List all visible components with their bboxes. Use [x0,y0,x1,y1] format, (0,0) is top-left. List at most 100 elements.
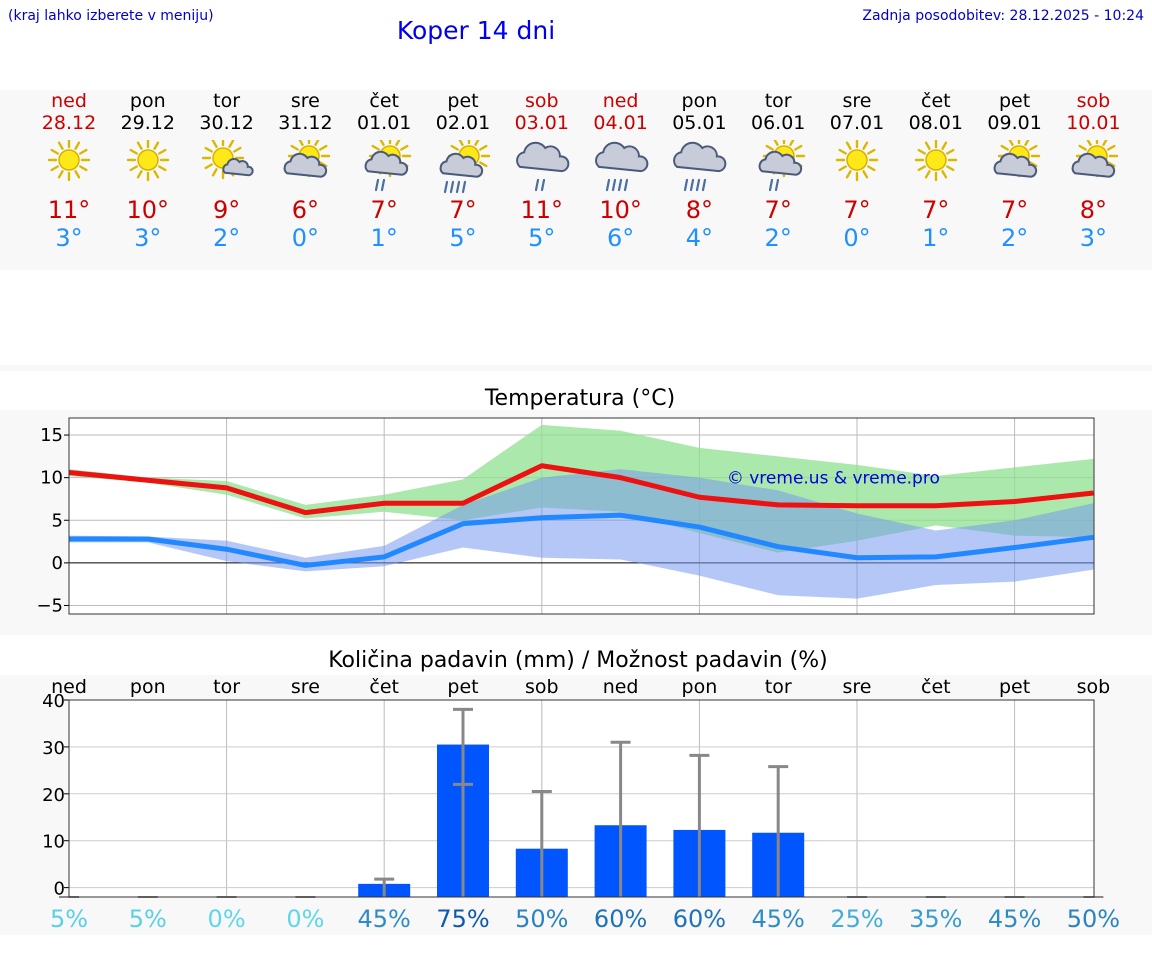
forecast-day: čet 01.01 7° 1° [344,90,424,252]
day-label: ned [603,676,639,698]
day-date: 29.12 [120,112,175,134]
spacer-panel [0,365,1152,371]
day-name: pon [681,90,718,112]
day-label: pet [447,676,478,698]
max-temperature: 7° [449,196,477,224]
min-temperature: 0° [291,224,320,252]
sun-cloud-light-rain-icon [758,140,806,192]
min-temperature-line [69,512,1094,568]
sun-cloud-icon [1072,140,1119,178]
min-temperature: 4° [685,224,714,252]
min-temperature: 5° [449,224,477,252]
min-temperature: 5° [528,224,556,252]
day-name: tor [764,90,792,112]
plot-frame [68,417,1095,615]
day-name: čet [921,90,951,112]
forecast-day: pon 29.12 10° 3° [108,90,188,252]
sun-cloud-icon [993,140,1040,178]
day-label: tor [213,676,240,698]
precip-probability: 50% [515,905,568,933]
day-name: ned [51,90,87,112]
y-tick-label: 40 [42,691,65,712]
temperature-chart: −5 0 5 10 15 © vreme.us & vreme.pro [36,417,1095,616]
max-temperature: 7° [764,196,792,224]
day-date: 28.12 [41,112,97,134]
max-temperature: 10° [126,196,170,224]
forecast-day: sob 10.01 8° 3° [1053,90,1133,252]
min-temperature: 2° [1000,224,1029,252]
min-temperature: 3° [134,224,162,252]
precip-probability: 45% [358,905,411,933]
watermark: © vreme.us & vreme.pro [727,469,940,489]
day-label: sob [1077,676,1111,698]
min-temperature: 6° [606,224,635,252]
precip-probability: 45% [752,905,805,933]
plot-area [69,700,1094,897]
y-tick-label: 15 [40,425,63,446]
day-label: sre [843,676,872,698]
day-name: pet [998,90,1031,112]
max-temperature: 11° [520,196,564,224]
precip-probability: 0% [286,905,324,933]
min-temperature: 0° [843,224,871,252]
forecast-day: sob 03.01 11° 5° [502,90,582,252]
min-temperature: 2° [212,224,241,252]
cloud-rain-icon [515,141,570,192]
max-temperature: 7° [1000,196,1029,224]
max-temperature: 6° [291,196,320,224]
day-date: 08.01 [908,112,963,134]
y-tick-label: 10 [42,832,65,853]
max-temperature: 11° [47,196,91,224]
min-temperature: 1° [922,224,950,252]
day-date: 31.12 [278,112,333,134]
day-label: pet [999,676,1030,698]
day-name: tor [213,90,241,112]
cloud-heavy-rain-icon [594,141,648,192]
day-date: 04.01 [593,112,648,134]
day-name: pon [129,90,166,112]
max-temperature: 10° [599,196,642,224]
sun-cloud-icon [284,140,331,178]
day-name: sob [1076,90,1111,112]
y-tick-label: 0 [52,553,63,574]
sun-cloud-rain-icon [439,140,491,194]
day-name: sob [525,90,559,112]
day-label: čet [921,676,951,698]
day-label: pon [682,676,718,698]
sun-small-cloud-icon [201,140,254,180]
forecast-day: sre 07.01 7° 0° [817,90,897,252]
sun-icon [835,140,879,182]
precip-probability: 50% [1067,905,1120,933]
sun-cloud-light-rain-icon [364,140,412,192]
precip-probability: 60% [594,905,647,933]
day-date: 06.01 [750,112,806,134]
daily-forecast-panel: ned 28.12 11° 3° pon 29.12 10° 3° tor 30.12 9° 2° sr… [0,90,1152,270]
day-name: sre [290,90,320,112]
precip-probability: 25% [830,905,883,933]
sun-icon [126,140,169,182]
forecast-day: ned 28.12 11° 3° [29,90,109,252]
day-date: 05.01 [672,112,727,134]
day-date: 03.01 [514,112,569,134]
max-temperature: 9° [212,196,241,224]
y-tick-label: −5 [36,595,63,616]
temperature-chart-title: Temperatura (°C) [484,386,676,411]
y-tick-label: 5 [52,510,63,531]
min-temperature: 3° [1079,224,1108,252]
day-label: ned [51,676,87,698]
precipitation-chart-title: Količina padavin (mm) / Možnost padavin … [328,648,828,673]
precip-probability: 5% [129,905,167,933]
y-tick-label: 30 [42,738,65,759]
max-temperature: 7° [370,196,398,224]
max-temperature: 8° [1079,196,1108,224]
day-label: sob [525,676,559,698]
sun-icon [914,140,957,182]
day-date: 07.01 [829,112,885,134]
day-label: tor [765,676,792,698]
y-tick-label: 10 [40,468,63,489]
day-date: 09.01 [987,112,1042,134]
forecast-day: tor 30.12 9° 2° [187,90,267,252]
page-title: Koper 14 dni [396,16,556,45]
precip-probability: 0% [208,905,246,933]
forecast-day: pon 05.01 8° 4° [659,90,739,252]
